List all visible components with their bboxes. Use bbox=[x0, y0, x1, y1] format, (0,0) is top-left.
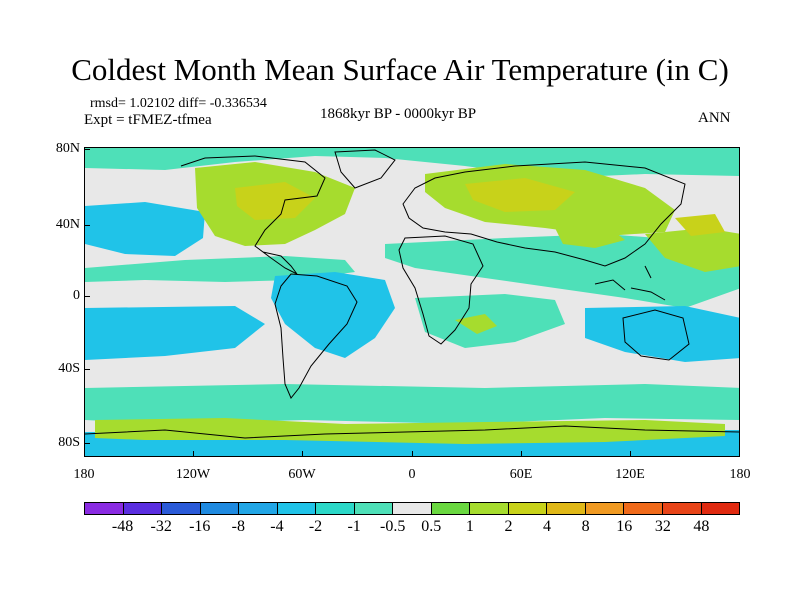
lat-label: 0 bbox=[73, 288, 80, 303]
colorbar-box bbox=[85, 503, 124, 514]
map-title: Coldest Month Mean Surface Air Temperatu… bbox=[71, 52, 729, 87]
antarctica-coastline bbox=[85, 425, 739, 439]
lat-tick bbox=[84, 443, 90, 444]
warm-region bbox=[455, 314, 497, 334]
colorbar-label: 48 bbox=[693, 518, 710, 535]
colorbar-box bbox=[162, 503, 201, 514]
strong-warm-regions bbox=[235, 178, 725, 236]
colorbar-label: 1 bbox=[465, 518, 474, 535]
south-america-coastline bbox=[274, 273, 358, 399]
lat-label: 80S bbox=[58, 435, 80, 450]
lon-tick bbox=[521, 451, 522, 457]
cool-region bbox=[85, 306, 265, 360]
africa-coastline bbox=[398, 235, 484, 345]
lat-tick bbox=[84, 149, 90, 150]
australia-coastline bbox=[622, 309, 690, 361]
lon-tick bbox=[412, 451, 413, 457]
warm-region bbox=[555, 224, 625, 248]
cool-region bbox=[271, 272, 395, 358]
colorbar-label: 16 bbox=[616, 518, 633, 535]
season-label: ANN bbox=[698, 110, 731, 126]
strong-warm-region bbox=[465, 178, 575, 212]
lon-label: 120W bbox=[175, 467, 211, 482]
lon-label: 180 bbox=[729, 467, 751, 482]
colorbar-box bbox=[431, 503, 471, 514]
rmsd-diff-stats: rmsd= 1.02102 diff= -0.336534 bbox=[90, 96, 267, 111]
lat-label: 80N bbox=[55, 141, 80, 156]
cool-region bbox=[85, 384, 739, 424]
colorbar-box bbox=[547, 503, 586, 514]
lat-tick bbox=[84, 225, 90, 226]
colorbar-label: 2 bbox=[504, 518, 513, 535]
period-label: 1868kyr BP - 0000kyr BP bbox=[320, 106, 477, 122]
colorbar-label: -16 bbox=[189, 518, 211, 535]
lat-label: 40N bbox=[55, 217, 80, 232]
warm-region bbox=[645, 228, 739, 272]
colorbar bbox=[84, 502, 740, 515]
strong-warm-region bbox=[675, 214, 725, 236]
lon-tick bbox=[302, 451, 303, 457]
lon-tick bbox=[193, 451, 194, 457]
colorbar-box bbox=[508, 503, 548, 514]
colorbar-box bbox=[624, 503, 663, 514]
colorbar-box bbox=[277, 503, 317, 514]
lon-label: 120E bbox=[615, 467, 645, 482]
lon-label: 0 bbox=[408, 467, 416, 482]
lat-label: 40S bbox=[58, 361, 80, 376]
colorbar-label: -48 bbox=[111, 518, 134, 535]
lon-label: 60E bbox=[509, 467, 533, 482]
colorbar-label: -1 bbox=[347, 518, 361, 535]
cool-region bbox=[85, 202, 205, 256]
colorbar-box bbox=[354, 503, 394, 514]
lon-label: 60W bbox=[288, 467, 316, 482]
colorbar-box bbox=[470, 503, 509, 514]
lon-tick bbox=[630, 451, 631, 457]
experiment-label: Expt = tFMEZ-tfmea bbox=[84, 112, 212, 128]
colorbar-label: 4 bbox=[543, 518, 552, 535]
colorbar-box bbox=[662, 503, 702, 514]
coastlines bbox=[85, 149, 739, 439]
north-america-coastline bbox=[180, 155, 326, 275]
eurasia-coastline bbox=[402, 161, 686, 267]
colorbar-label: 0.5 bbox=[421, 518, 442, 535]
colorbar-label: -4 bbox=[270, 518, 284, 535]
map-canvas bbox=[85, 148, 739, 456]
cool-region bbox=[385, 234, 739, 308]
colorbar-box bbox=[239, 503, 278, 514]
colorbar-label: -0.5 bbox=[380, 518, 406, 535]
colorbar-label: -32 bbox=[150, 518, 172, 535]
colorbar-label: 32 bbox=[654, 518, 671, 535]
colorbar-box bbox=[200, 503, 240, 514]
lat-tick bbox=[84, 369, 90, 370]
lon-label: 180 bbox=[73, 467, 95, 482]
colorbar-box bbox=[701, 503, 740, 514]
greenland-coastline bbox=[334, 149, 396, 189]
colorbar-box bbox=[585, 503, 625, 514]
maritime-islands bbox=[594, 265, 666, 301]
colorbar-box bbox=[393, 503, 432, 514]
colorbar-label: -8 bbox=[231, 518, 245, 535]
colorbar-label: -2 bbox=[308, 518, 323, 535]
colorbar-box bbox=[123, 503, 163, 514]
colorbar-label: 8 bbox=[581, 518, 590, 535]
strong-warm-region bbox=[235, 182, 315, 220]
colorbar-box bbox=[316, 503, 355, 514]
temperature-anomaly-map bbox=[84, 147, 740, 457]
lat-tick bbox=[84, 296, 90, 297]
